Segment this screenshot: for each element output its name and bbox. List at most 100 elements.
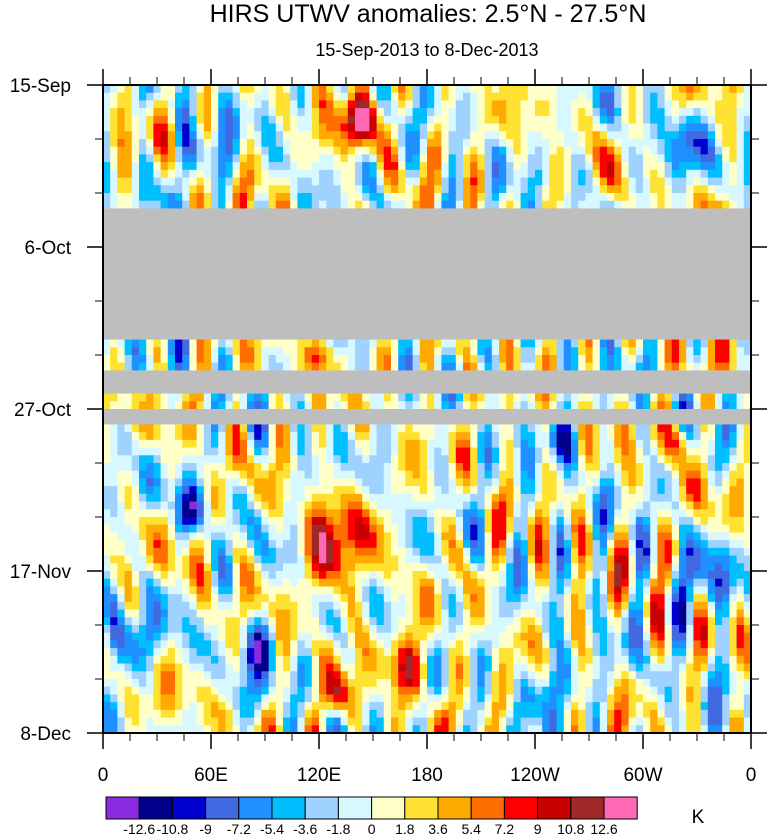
field-cell [470,447,478,456]
field-cell [355,115,363,125]
field-cell [657,131,666,140]
field-cell [419,154,428,163]
field-cell [383,185,392,194]
field-cell [347,185,356,194]
field-cell [722,92,730,102]
field-cell [405,401,414,410]
field-cell [196,139,205,148]
field-cell [563,154,572,163]
field-cell [571,139,579,148]
field-cell [491,432,500,441]
field-cell [405,478,414,487]
field-cell [275,100,284,109]
field-cell [419,139,428,148]
field-cell [218,162,226,171]
field-cell [542,393,550,402]
field-cell [463,100,471,109]
field-cell [664,162,673,171]
field-cell [700,146,709,156]
field-cell [715,339,723,348]
field-cell [549,393,558,402]
field-cell [369,193,378,202]
field-cell [607,455,615,464]
field-cell [527,85,536,94]
field-cell [311,362,320,372]
field-cell [182,162,190,171]
field-cell [160,355,169,364]
field-cell [153,154,162,163]
field-cell [643,447,651,456]
field-cell [369,108,378,117]
field-cell [477,401,486,410]
field-cell [743,493,752,503]
field-cell [477,108,486,117]
field-cell [686,501,694,510]
field-cell [225,146,234,156]
field-cell [290,139,298,148]
field-cell [571,193,579,202]
field-cell [491,131,500,140]
field-cell [131,463,140,472]
field-cell [455,200,464,210]
field-cell [477,470,486,480]
field-cell [362,355,370,364]
field-cell [275,355,284,364]
field-cell [650,131,658,140]
field-cell [722,478,730,487]
field-cell [707,131,716,140]
field-cell [369,401,378,410]
field-cell [182,100,190,109]
field-cell [326,100,334,109]
field-cell [671,355,680,364]
field-cell [599,193,608,202]
field-cell [715,169,723,179]
field-cell [290,486,298,495]
field-cell [405,131,414,140]
field-cell [117,455,126,464]
field-cell [326,486,334,495]
field-cell [643,185,651,194]
field-cell [347,470,356,480]
field-cell [506,432,514,441]
field-cell [621,177,630,186]
field-cell [556,424,565,433]
field-cell [484,362,493,372]
field-cell [571,131,579,140]
field-cell [743,347,752,356]
field-cell [693,154,702,163]
field-cell [225,501,234,510]
field-cell [283,123,291,132]
field-cell [513,123,522,132]
field-cell [319,509,327,518]
field-cell [391,339,399,348]
field-cell [455,347,464,356]
field-cell [556,108,565,117]
field-cell [254,193,262,202]
field-cell [239,162,248,171]
field-cell [319,339,327,348]
field-cell [571,362,579,372]
field-cell [182,509,190,518]
field-cell [124,486,133,495]
field-cell [520,169,529,179]
field-cell [427,162,435,171]
field-cell [139,108,147,117]
field-cell [383,193,392,202]
field-cell [693,432,702,441]
field-cell [556,455,565,464]
field-cell [736,486,745,495]
field-cell [657,347,666,356]
field-cell [679,193,687,202]
field-cell [585,146,594,156]
field-cell [326,85,334,94]
field-cell [707,463,716,472]
field-cell [398,193,406,202]
field-cell [419,193,428,202]
field-cell [124,85,133,94]
field-cell [254,154,262,163]
field-cell [592,470,601,480]
field-cell [556,92,565,102]
field-cell [103,108,111,117]
field-cell [743,447,752,456]
field-cell [398,486,406,495]
